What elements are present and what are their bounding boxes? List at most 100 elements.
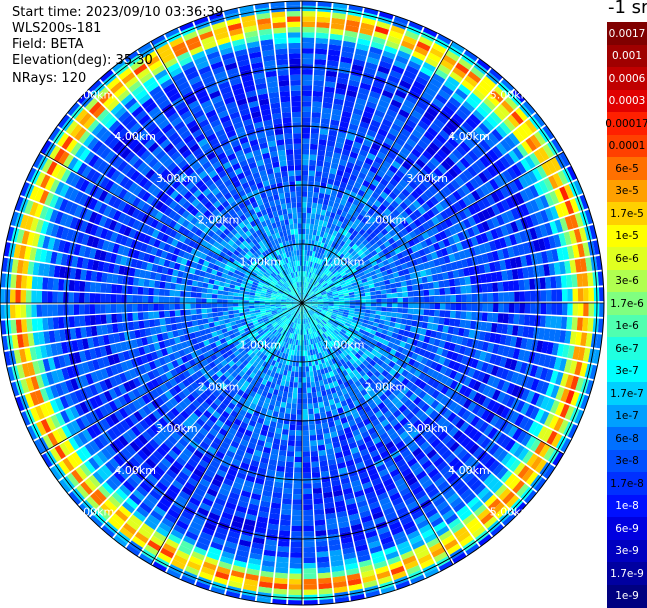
ppi-gate	[296, 356, 299, 361]
ppi-gate	[299, 372, 302, 377]
ppi-gate	[303, 441, 310, 446]
ppi-gate	[324, 216, 329, 222]
ppi-gate	[566, 275, 572, 288]
ppi-gate	[302, 138, 310, 143]
ppi-gate	[293, 355, 296, 361]
ppi-gate	[293, 489, 302, 495]
ppi-gate	[312, 203, 317, 209]
ppi-gate	[309, 229, 313, 235]
ppi-gate	[371, 295, 377, 299]
ppi-gate	[299, 367, 302, 372]
ppi-gate	[391, 312, 397, 317]
ppi-gate	[297, 409, 302, 414]
ppi-gate	[315, 525, 326, 531]
ppi-gate	[291, 531, 302, 537]
ppi-gate	[302, 213, 306, 218]
ppi-gate	[386, 294, 392, 298]
ppi-gate	[274, 583, 288, 589]
ppi-gate	[306, 372, 310, 378]
ppi-gate	[279, 530, 290, 536]
ppi-gate	[295, 345, 298, 351]
ppi-gate	[303, 409, 308, 414]
ppi-gate	[294, 467, 302, 472]
ppi-gate	[302, 144, 309, 149]
ppi-gate	[408, 303, 413, 308]
ppi-gate	[587, 318, 593, 332]
ppi-gate	[309, 160, 316, 166]
ppi-gate	[308, 409, 313, 415]
ppi-gate	[465, 276, 471, 284]
ppi-gate	[314, 376, 318, 382]
ppi-gate	[566, 317, 572, 330]
ppi-gate	[302, 133, 310, 138]
ppi-gate	[471, 312, 477, 320]
ppi-gate	[302, 122, 310, 127]
ppi-gate	[289, 579, 302, 585]
ppi-gate	[295, 372, 299, 378]
ppi-gate	[316, 166, 323, 172]
ppi-gate	[455, 286, 461, 294]
ppi-gate	[312, 472, 320, 478]
ppi-gate	[311, 461, 319, 467]
ppi-gate	[519, 291, 525, 301]
ppi-gate	[288, 435, 295, 441]
ppi-gate	[315, 520, 326, 526]
ppi-gate	[303, 467, 311, 473]
ppi-gate	[424, 309, 430, 315]
ppi-gate	[316, 38, 329, 44]
ppi-gate	[471, 285, 477, 293]
ppi-gate	[386, 289, 392, 294]
ppi-gate	[318, 198, 324, 204]
ppi-gate	[304, 563, 316, 569]
ppi-gate	[298, 388, 302, 393]
ppi-gate	[310, 139, 318, 145]
ppi-gate	[297, 404, 302, 409]
ppi-gate	[309, 424, 315, 430]
ppi-gate	[344, 305, 349, 307]
ppi-gate	[303, 393, 307, 398]
ppi-gate	[302, 85, 312, 91]
ppi-gate	[461, 294, 467, 302]
ppi-gate	[315, 530, 326, 536]
ppi-gate	[561, 317, 567, 330]
ppi-gate	[305, 234, 308, 240]
ppi-gate	[541, 303, 547, 314]
ppi-gate	[302, 234, 305, 239]
ppi-gate	[291, 542, 302, 548]
ppi-gate	[509, 292, 515, 302]
ppi-gate	[291, 526, 302, 532]
ppi-gate	[321, 476, 330, 482]
ppi-gate	[279, 407, 285, 413]
ppi-gate	[450, 287, 456, 294]
ppi-gate	[290, 547, 302, 553]
ppi-gate	[312, 112, 321, 118]
ppi-gate	[395, 282, 401, 287]
ppi-gate	[466, 285, 472, 293]
ppi-gate	[284, 483, 293, 489]
ppi-gate	[487, 313, 493, 322]
ppi-gate	[407, 314, 413, 320]
ppi-gate	[308, 176, 314, 182]
ppi-gate	[303, 398, 308, 403]
ppi-gate	[282, 375, 287, 381]
ppi-gate	[310, 224, 314, 230]
ppi-gate	[313, 498, 323, 504]
ppi-gate	[303, 388, 307, 393]
ppi-gate	[306, 213, 310, 219]
ppi-gate	[450, 295, 456, 302]
ppi-gate	[320, 385, 325, 391]
ppi-gate	[283, 488, 292, 494]
ppi-gate	[334, 301, 339, 303]
ppi-gate	[370, 288, 376, 292]
ppi-gate	[423, 290, 429, 296]
ppi-gate	[440, 295, 445, 302]
ppi-gate	[318, 450, 326, 456]
ppi-gate	[551, 303, 557, 315]
ppi-gate	[304, 335, 306, 340]
ppi-gate	[432, 324, 438, 331]
ppi-gate	[313, 403, 318, 409]
ppi-gate	[488, 293, 494, 302]
ppi-gate	[308, 398, 313, 404]
ppi-gate	[371, 299, 376, 302]
ppi-gate	[450, 311, 456, 318]
